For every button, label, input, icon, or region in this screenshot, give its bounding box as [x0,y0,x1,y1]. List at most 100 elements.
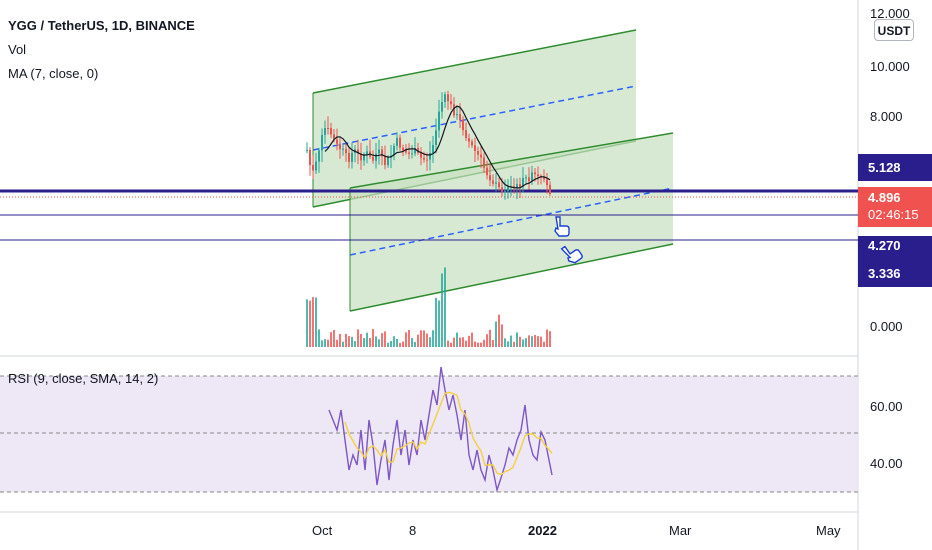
volume-bar [369,338,371,347]
candle-body [483,157,485,168]
volume-bar [312,297,314,347]
volume-bar [489,329,491,347]
candle-body [348,153,350,162]
volume-bar [507,341,509,347]
candle-body [321,135,323,151]
volume-bar [357,329,359,347]
rsi-sma-line [344,391,553,476]
rsi-axis-label: 40.00 [870,456,903,471]
candle-body [432,145,434,153]
candle-body [450,101,452,105]
candle-body [366,151,368,155]
volume-bar [462,337,464,347]
volume-bar [396,338,398,347]
candle-body [474,145,476,151]
volume-bar [444,267,446,347]
volume-bar [339,333,341,347]
candle-body [504,191,506,193]
candle-body [372,156,374,161]
volume-bar [537,336,539,347]
candle-body [420,152,422,158]
bar-countdown-timer: 02:46:15 [858,207,932,227]
candle-body [375,153,377,161]
candle-body [393,146,395,156]
candle-body [402,147,404,151]
volume-bar [549,331,551,347]
candlesticks [306,90,551,200]
volume-bar [468,335,470,347]
lower-price-tag: 3.336 [858,259,932,287]
volume-bar [501,324,503,347]
lower-channel-bottom-line[interactable] [349,243,674,312]
candle-body [495,182,497,184]
candle-body [357,149,359,154]
candle-body [351,152,353,162]
candle-body [438,111,440,131]
volume-bar [510,335,512,347]
candle-body [399,137,401,148]
candle-body [396,137,398,146]
candle-body [528,177,530,182]
candle-body [459,114,461,121]
volume-bar [474,341,476,347]
volume-bar [441,273,443,347]
volume-bar [486,334,488,347]
volume-bar [438,300,440,347]
volume-bar [354,341,356,347]
candle-body [501,187,503,192]
candle-body [537,174,539,177]
candle-body [456,114,458,116]
candle-body [492,180,494,184]
upper-channel-top-line[interactable] [312,29,637,94]
volume-bar [384,331,386,347]
ma-line [324,105,551,189]
candle-body [414,148,416,154]
volume-bar [387,342,389,347]
volume-bar [465,340,467,347]
lower-channel-top-line[interactable] [349,132,674,189]
rsi-indicator-label[interactable]: RSI (9, close, SMA, 14, 2) [8,371,159,386]
candle-body [549,184,551,194]
candle-body [498,182,500,188]
candle-body [477,151,479,155]
volume-bar [348,336,350,347]
volume-bar [492,340,494,347]
volume-bar [408,330,410,347]
volume-bar [336,339,338,347]
candle-body [447,94,449,102]
volume-bar [519,336,521,347]
volume-bar [414,342,416,347]
candle-body [423,157,425,160]
volume-bar [423,330,425,347]
volume-bar [447,340,449,347]
volume-bar [504,338,506,347]
candle-body [387,157,389,166]
candle-body [519,184,521,188]
volume-bar [432,330,434,347]
candle-body [429,153,431,160]
volume-bar [522,339,524,347]
candle-body [531,172,533,182]
time-axis-label: 2022 [528,523,557,538]
candle-body [444,94,446,102]
resistance-price-tag: 5.128 [858,154,932,181]
candle-body [336,139,338,144]
upper-channel-midline[interactable] [312,85,637,151]
volume-bar [450,342,452,347]
lower-channel-midline[interactable] [349,187,674,256]
candle-body [453,104,455,116]
currency-button[interactable]: USDT [874,19,914,41]
volume-bars [306,267,551,347]
candle-body [306,149,308,151]
candle-body [411,153,413,155]
symbol-title[interactable]: YGG / TetherUS, 1D, BINANCE [8,18,195,33]
price-axis-label: 8.000 [870,109,903,124]
candle-body [381,149,383,157]
ma-indicator-label[interactable]: MA (7, close, 0) [8,66,99,81]
candle-body [546,179,548,185]
candle-body [309,149,311,165]
volume-indicator-label[interactable]: Vol [8,42,27,57]
volume-bar [417,334,419,347]
